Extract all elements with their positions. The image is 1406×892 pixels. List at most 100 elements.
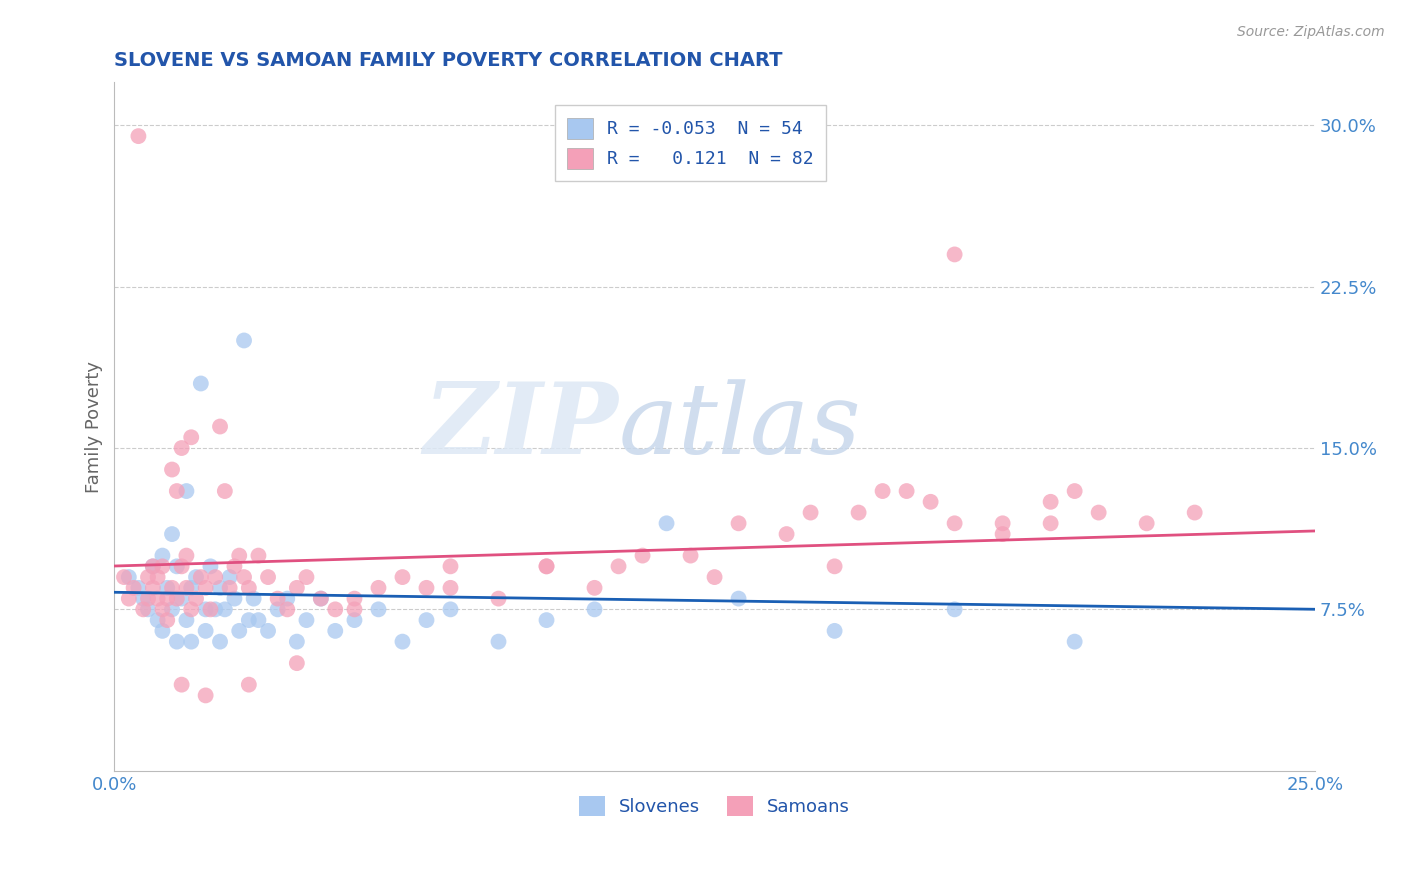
Point (238, 678, 260, 692)
Point (224, 559, 246, 574)
Point (1184, 506, 1206, 520)
Point (439, 581, 461, 595)
Point (214, 484, 236, 499)
Point (156, 613, 179, 627)
Point (415, 613, 437, 627)
Point (655, 516, 678, 531)
Point (146, 570, 169, 584)
Point (200, 559, 222, 574)
Point (214, 602, 236, 616)
Point (367, 602, 389, 616)
Point (190, 570, 212, 584)
Point (184, 591, 207, 606)
Point (233, 334, 256, 348)
Point (607, 559, 630, 574)
Point (920, 495, 942, 509)
Point (194, 602, 217, 616)
Point (896, 484, 918, 499)
Point (242, 591, 264, 606)
Point (991, 516, 1014, 531)
Point (775, 527, 797, 541)
Point (208, 634, 231, 648)
Point (218, 570, 240, 584)
Point (208, 581, 231, 595)
Point (583, 581, 606, 595)
Point (323, 624, 346, 638)
Point (1087, 506, 1109, 520)
Point (727, 591, 749, 606)
Point (146, 613, 169, 627)
Point (170, 559, 193, 574)
Point (439, 602, 461, 616)
Point (127, 581, 149, 595)
Point (146, 591, 169, 606)
Point (233, 570, 256, 584)
Point (295, 570, 318, 584)
Point (703, 570, 725, 584)
Point (132, 602, 155, 616)
Point (194, 624, 217, 638)
Point (391, 570, 413, 584)
Point (218, 581, 240, 595)
Point (166, 559, 188, 574)
Text: ZIP: ZIP (423, 378, 619, 475)
Point (142, 559, 165, 574)
Point (943, 247, 966, 261)
Point (309, 591, 332, 606)
Point (170, 591, 193, 606)
Point (166, 591, 188, 606)
Point (194, 689, 217, 703)
Point (160, 581, 183, 595)
Point (176, 484, 198, 499)
Point (118, 570, 141, 584)
Point (170, 678, 193, 692)
Point (266, 602, 288, 616)
Point (160, 462, 183, 476)
Point (943, 516, 966, 531)
Point (1136, 516, 1159, 531)
Point (118, 591, 141, 606)
Point (679, 549, 702, 563)
Point (1039, 516, 1062, 531)
Point (631, 549, 654, 563)
Point (367, 581, 389, 595)
Point (194, 581, 217, 595)
Point (991, 527, 1014, 541)
Point (309, 591, 332, 606)
Point (166, 634, 188, 648)
Point (1039, 495, 1062, 509)
Point (152, 602, 174, 616)
Point (176, 581, 198, 595)
Point (112, 570, 135, 584)
Point (583, 602, 606, 616)
Point (166, 484, 188, 499)
Point (204, 570, 226, 584)
Point (160, 527, 183, 541)
Point (295, 613, 318, 627)
Point (184, 570, 207, 584)
Point (142, 581, 165, 595)
Point (343, 613, 366, 627)
Point (127, 129, 149, 144)
Point (415, 581, 437, 595)
Point (323, 602, 346, 616)
Point (180, 602, 202, 616)
Point (824, 624, 846, 638)
Point (208, 419, 231, 434)
Point (1063, 634, 1085, 648)
Point (285, 656, 308, 670)
Point (536, 559, 558, 574)
Legend: Slovenes, Samoans: Slovenes, Samoans (572, 789, 858, 823)
Point (180, 634, 202, 648)
Point (536, 613, 558, 627)
Point (122, 581, 145, 595)
Point (488, 634, 510, 648)
Point (257, 570, 280, 584)
Point (200, 602, 222, 616)
Point (176, 613, 198, 627)
Point (238, 613, 260, 627)
Point (228, 624, 250, 638)
Point (152, 549, 174, 563)
Point (136, 570, 159, 584)
Text: atlas: atlas (619, 379, 862, 475)
